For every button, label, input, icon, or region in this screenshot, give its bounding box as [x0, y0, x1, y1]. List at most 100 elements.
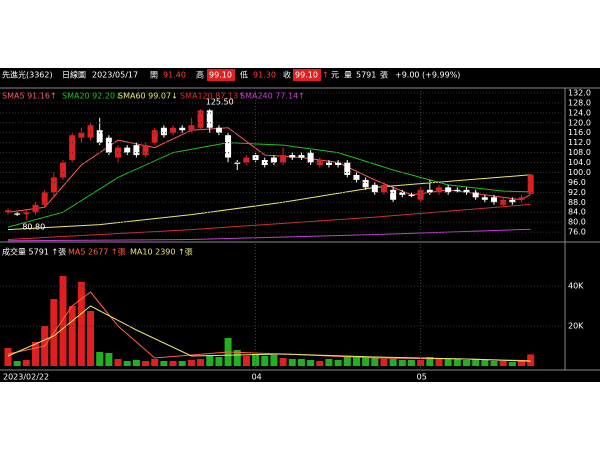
annotation: 80.80: [22, 223, 45, 232]
price-plot: [5, 109, 534, 242]
volume-bar: [270, 355, 278, 366]
candle-body: [362, 179, 369, 188]
volume-bar: [59, 276, 67, 366]
highlight: [293, 69, 321, 81]
ma-line: [7, 174, 531, 231]
y-tick-label: 76.0: [568, 228, 586, 237]
candle-body: [371, 184, 378, 193]
volume-bar: [169, 361, 177, 366]
volume-bar: [233, 350, 241, 366]
y-tick-label: 80.0: [568, 218, 586, 227]
volume-bar: [316, 361, 324, 366]
legend-entry: SMA120 87.13↑: [180, 92, 245, 101]
volume-bar: [362, 357, 370, 366]
volume-bar: [96, 352, 104, 366]
volume-bar: [508, 362, 516, 366]
candle-body: [14, 213, 21, 215]
volume-bar: [463, 360, 470, 366]
volume-bar: [499, 361, 507, 366]
y-tick-label: 108.0: [568, 148, 591, 157]
change: +9.00 (+9.99%): [395, 71, 460, 80]
volume-bar: [307, 360, 315, 366]
volume-bar: [197, 359, 205, 366]
volume-bar: [407, 360, 415, 366]
volume-bar: [77, 282, 85, 366]
volume-bar: [151, 359, 159, 366]
candle-body: [206, 110, 213, 128]
y-tick-label: 96.0: [568, 178, 586, 187]
high: 99.10: [209, 71, 232, 80]
candle-body: [316, 160, 323, 166]
candle-body: [491, 197, 498, 203]
y-tick-label: 88.0: [568, 198, 586, 207]
y-tick-label: 128.0: [568, 98, 591, 107]
volume-bar: [206, 355, 214, 366]
legend-entry: MA5 2677 ↑張: [68, 248, 126, 257]
candle-body: [197, 110, 204, 128]
candle-body: [32, 204, 39, 213]
candle-body: [69, 135, 76, 161]
candle-body: [170, 127, 177, 133]
ma-line: [7, 142, 531, 228]
label: 收: [283, 70, 291, 80]
x-tick-label: 05: [417, 373, 427, 382]
candle-body: [298, 155, 305, 158]
volume-bar: [279, 358, 287, 366]
volume-bar: [389, 359, 397, 366]
volume-bar: [481, 360, 489, 366]
volume-plot: [4, 276, 535, 366]
candle-body: [509, 199, 516, 203]
volume-bar: [123, 361, 131, 366]
date: 2023/05/17: [92, 71, 138, 80]
volume-bar: [252, 354, 260, 366]
candle-body: [78, 132, 85, 138]
candle-body: [353, 174, 360, 180]
candle-body: [188, 125, 195, 131]
y-tick-label: 40K: [568, 282, 584, 291]
candle-body: [445, 187, 452, 193]
volume-bar: [178, 361, 186, 366]
volume-bar: [352, 357, 360, 366]
volume-bar: [114, 359, 122, 366]
candle-body: [325, 162, 332, 166]
volume-bar: [215, 357, 223, 366]
volume-bar: [142, 361, 150, 366]
candle-body: [215, 127, 222, 133]
legend-entry: MA10 2390 ↑張: [130, 248, 193, 257]
candle-body: [335, 162, 342, 166]
low: 91.30: [253, 71, 276, 80]
candle-body: [60, 162, 67, 178]
volume-bar: [444, 359, 452, 366]
y-tick-label: 104.0: [568, 158, 591, 167]
candle-body: [390, 189, 397, 200]
candle-body: [41, 192, 48, 205]
volume-bar: [380, 359, 388, 366]
candle-body: [307, 152, 314, 163]
candle-body: [225, 135, 232, 158]
unit: 元: [331, 71, 339, 80]
label: 高: [196, 70, 204, 80]
candle-body: [399, 192, 406, 195]
candle-body: [23, 212, 30, 215]
volume-bar: [371, 358, 379, 366]
highlight: [207, 69, 235, 81]
candle-body: [151, 130, 158, 143]
y-tick-label: 20K: [568, 322, 584, 331]
candle-body: [408, 194, 415, 197]
x-tick-label: 2023/02/22: [3, 373, 49, 382]
candle-body: [179, 127, 186, 131]
volume-bar: [261, 356, 269, 366]
period: 日線圖: [62, 70, 86, 80]
candle-body: [417, 189, 424, 200]
volume-bar: [132, 360, 140, 366]
candle-body: [344, 162, 351, 175]
volume-bar: [343, 356, 351, 366]
candle-body: [280, 155, 287, 163]
y-tick-label: 92.0: [568, 188, 586, 197]
x-tick-label: 04: [252, 373, 262, 382]
unit: 張: [380, 71, 388, 80]
volume-bar: [490, 361, 498, 366]
candle-body: [133, 145, 140, 156]
